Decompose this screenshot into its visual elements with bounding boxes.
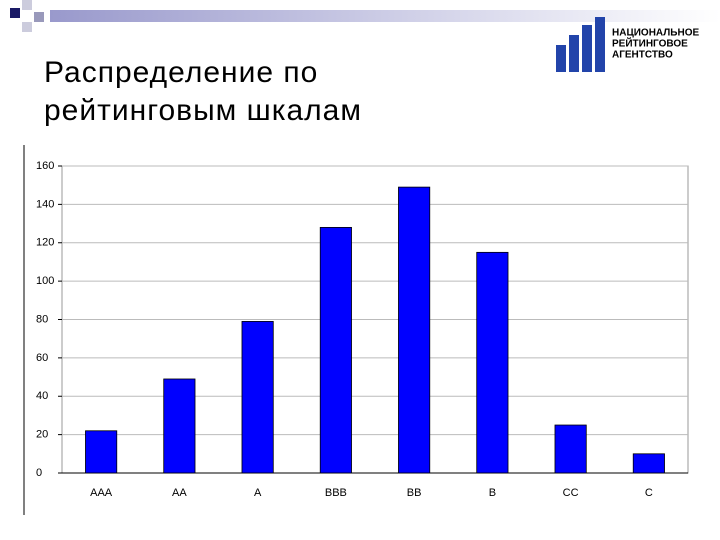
bar bbox=[241, 321, 274, 474]
y-tick-label: 60 bbox=[36, 352, 48, 364]
deco-square bbox=[34, 12, 44, 22]
bar bbox=[632, 453, 665, 474]
x-tick-label: C bbox=[645, 487, 653, 499]
y-tick-label: 100 bbox=[36, 275, 54, 287]
deco-square bbox=[10, 8, 20, 18]
x-tick-label: CC bbox=[563, 487, 579, 499]
x-tick-label: AAA bbox=[90, 487, 113, 499]
bar bbox=[85, 430, 118, 474]
logo-mark bbox=[556, 17, 605, 72]
bar bbox=[398, 186, 431, 474]
y-tick-label: 0 bbox=[36, 467, 42, 479]
logo-text: НАЦИОНАЛЬНОЕ bbox=[612, 28, 699, 39]
bar bbox=[163, 378, 196, 474]
logo-text: РЕЙТИНГОВОЕ bbox=[612, 37, 688, 50]
y-tick-label: 20 bbox=[36, 429, 48, 441]
y-tick-label: 140 bbox=[36, 198, 54, 210]
x-tick-label: AA bbox=[172, 487, 187, 499]
slide-title: Распределение по рейтинговым шкалам bbox=[44, 56, 362, 127]
y-tick-label: 40 bbox=[36, 390, 48, 402]
bar bbox=[476, 251, 509, 474]
x-tick-label: B bbox=[489, 487, 496, 499]
header-bar bbox=[50, 10, 720, 22]
logo-text: АГЕНТСТВО bbox=[612, 50, 673, 61]
bar bbox=[554, 424, 587, 474]
x-tick-label: BBB bbox=[325, 487, 347, 499]
y-tick-label: 160 bbox=[36, 160, 54, 172]
bar bbox=[319, 226, 352, 474]
y-tick-label: 120 bbox=[36, 237, 54, 249]
deco-square bbox=[22, 0, 32, 10]
deco-square bbox=[22, 22, 32, 32]
x-tick-label: BB bbox=[407, 487, 422, 499]
y-tick-label: 80 bbox=[36, 313, 48, 325]
x-tick-label: A bbox=[254, 487, 262, 499]
